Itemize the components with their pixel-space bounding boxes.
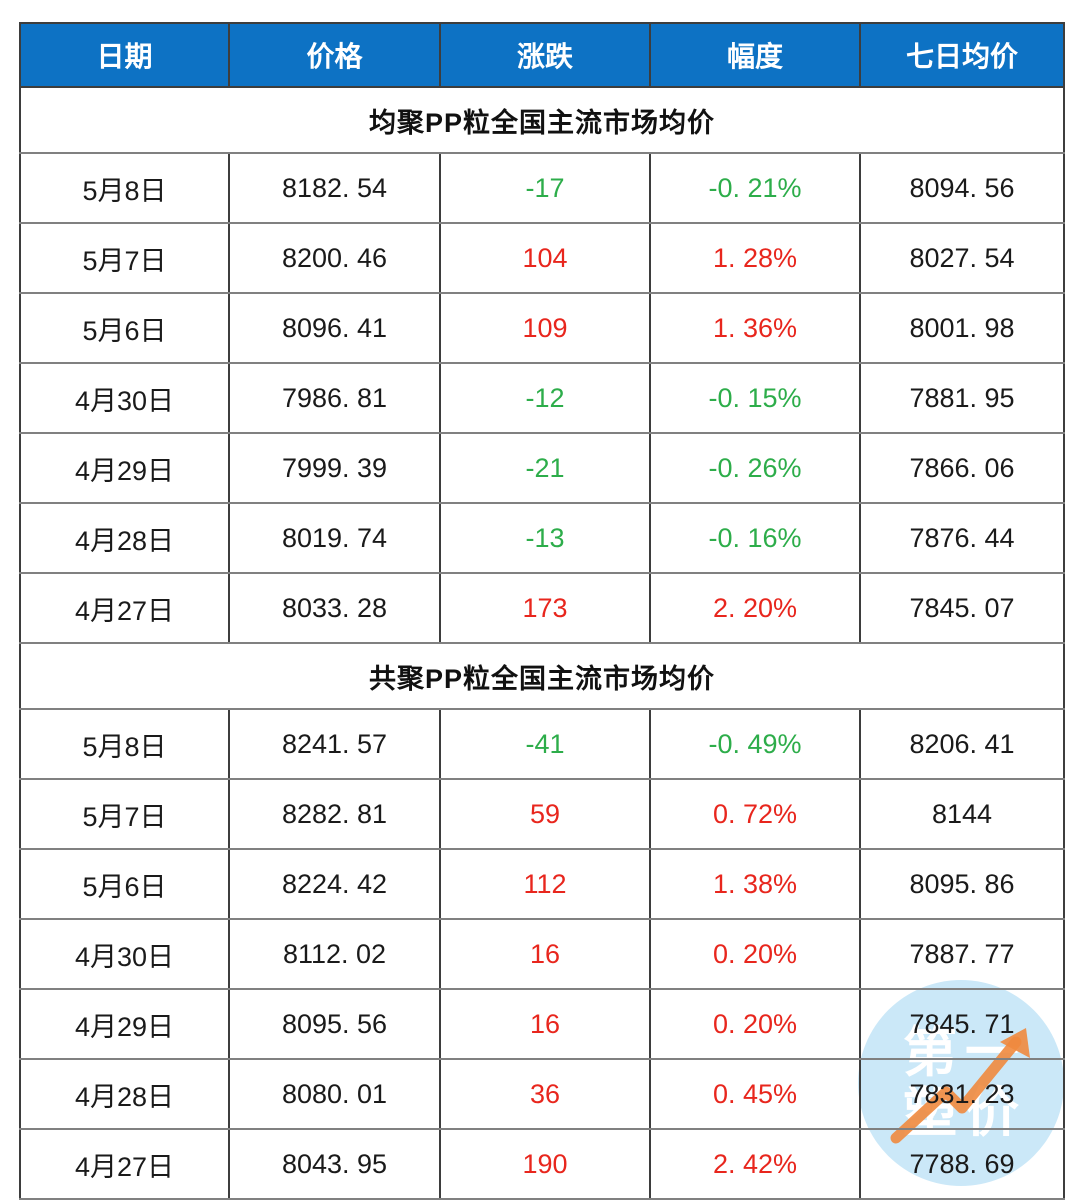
avg7-cell: 8094. 56 [859,152,1065,224]
percent-cell: 1. 36% [649,292,861,364]
table-header: 日期 价格 涨跌 幅度 七日均价 [19,22,1065,88]
avg7-cell: 7887. 77 [859,918,1065,990]
column-header-1: 日期 [19,22,230,88]
percent-cell: 0. 45% [649,1058,861,1130]
table-row: 5月6日 8096. 41 109 1. 36% 8001. 98 [19,292,1065,364]
price-cell: 7999. 39 [228,432,441,504]
price-cell: 8033. 28 [228,572,441,644]
header-row: 日期 价格 涨跌 幅度 七日均价 [19,22,1065,88]
section-title: 共聚PP粒全国主流市场均价 [19,642,1065,710]
avg7-cell: 8144 [859,778,1065,850]
avg7-cell: 7788. 69 [859,1128,1065,1200]
change-cell: 104 [439,222,651,294]
avg7-cell: 7845. 71 [859,988,1065,1060]
pp-price-table: 日期 价格 涨跌 幅度 七日均价 均聚PP粒全国主流市场均价 5月8日 8182. 54 -1… [19,22,1065,1200]
price-cell: 8112. 02 [228,918,441,990]
avg7-cell: 7881. 95 [859,362,1065,434]
percent-cell: 2. 20% [649,572,861,644]
date-cell: 4月28日 [19,1058,230,1130]
percent-cell: 2. 42% [649,1128,861,1200]
table-row: 5月7日 8200. 46 104 1. 28% 8027. 54 [19,222,1065,294]
percent-cell: 1. 38% [649,848,861,920]
price-cell: 8200. 46 [228,222,441,294]
table-row: 4月30日 7986. 81 -12 -0. 15% 7881. 95 [19,362,1065,434]
date-cell: 5月8日 [19,708,230,780]
percent-cell: 0. 20% [649,988,861,1060]
change-cell: 36 [439,1058,651,1130]
price-cell: 8282. 81 [228,778,441,850]
change-cell: -13 [439,502,651,574]
percent-cell: -0. 26% [649,432,861,504]
table-row: 5月8日 8182. 54 -17 -0. 21% 8094. 56 [19,152,1065,224]
change-cell: -21 [439,432,651,504]
price-cell: 8095. 56 [228,988,441,1060]
table-row: 4月30日 8112. 02 16 0. 20% 7887. 77 [19,918,1065,990]
percent-cell: 0. 72% [649,778,861,850]
date-cell: 4月30日 [19,362,230,434]
price-cell: 8019. 74 [228,502,441,574]
column-header-3: 涨跌 [439,22,651,88]
percent-cell: -0. 49% [649,708,861,780]
avg7-cell: 8095. 86 [859,848,1065,920]
table-row: 4月29日 8095. 56 16 0. 20% 7845. 71 [19,988,1065,1060]
change-cell: 59 [439,778,651,850]
avg7-cell: 7845. 07 [859,572,1065,644]
date-cell: 4月30日 [19,918,230,990]
percent-cell: -0. 21% [649,152,861,224]
price-cell: 8182. 54 [228,152,441,224]
date-cell: 4月29日 [19,988,230,1060]
table-row: 5月7日 8282. 81 59 0. 72% 8144 [19,778,1065,850]
date-cell: 4月27日 [19,572,230,644]
percent-cell: -0. 15% [649,362,861,434]
date-cell: 4月27日 [19,1128,230,1200]
date-cell: 5月7日 [19,222,230,294]
change-cell: 109 [439,292,651,364]
price-cell: 8096. 41 [228,292,441,364]
change-cell: 173 [439,572,651,644]
table-row: 4月29日 7999. 39 -21 -0. 26% 7866. 06 [19,432,1065,504]
table-body: 均聚PP粒全国主流市场均价 5月8日 8182. 54 -17 -0. 21% 8094.… [19,86,1065,1200]
table-row: 4月27日 8033. 28 173 2. 20% 7845. 07 [19,572,1065,644]
column-header-2: 价格 [228,22,441,88]
table-row: 4月28日 8080. 01 36 0. 45% 7831. 23 [19,1058,1065,1130]
change-cell: -12 [439,362,651,434]
date-cell: 5月8日 [19,152,230,224]
avg7-cell: 8001. 98 [859,292,1065,364]
percent-cell: -0. 16% [649,502,861,574]
avg7-cell: 7831. 23 [859,1058,1065,1130]
price-cell: 8224. 42 [228,848,441,920]
section-row: 均聚PP粒全国主流市场均价 [19,86,1065,154]
change-cell: 16 [439,918,651,990]
table-row: 5月8日 8241. 57 -41 -0. 49% 8206. 41 [19,708,1065,780]
price-cell: 8241. 57 [228,708,441,780]
change-cell: 190 [439,1128,651,1200]
avg7-cell: 8027. 54 [859,222,1065,294]
change-cell: -17 [439,152,651,224]
section-title: 均聚PP粒全国主流市场均价 [19,86,1065,154]
price-cell: 8080. 01 [228,1058,441,1130]
date-cell: 5月6日 [19,848,230,920]
price-cell: 7986. 81 [228,362,441,434]
percent-cell: 0. 20% [649,918,861,990]
table-row: 4月27日 8043. 95 190 2. 42% 7788. 69 [19,1128,1065,1200]
column-header-5: 七日均价 [859,22,1065,88]
avg7-cell: 8206. 41 [859,708,1065,780]
price-cell: 8043. 95 [228,1128,441,1200]
section-row: 共聚PP粒全国主流市场均价 [19,642,1065,710]
change-cell: 16 [439,988,651,1060]
table-row: 5月6日 8224. 42 112 1. 38% 8095. 86 [19,848,1065,920]
change-cell: 112 [439,848,651,920]
percent-cell: 1. 28% [649,222,861,294]
table-row: 4月28日 8019. 74 -13 -0. 16% 7876. 44 [19,502,1065,574]
column-header-4: 幅度 [649,22,861,88]
change-cell: -41 [439,708,651,780]
date-cell: 4月29日 [19,432,230,504]
date-cell: 5月6日 [19,292,230,364]
date-cell: 5月7日 [19,778,230,850]
date-cell: 4月28日 [19,502,230,574]
avg7-cell: 7866. 06 [859,432,1065,504]
avg7-cell: 7876. 44 [859,502,1065,574]
